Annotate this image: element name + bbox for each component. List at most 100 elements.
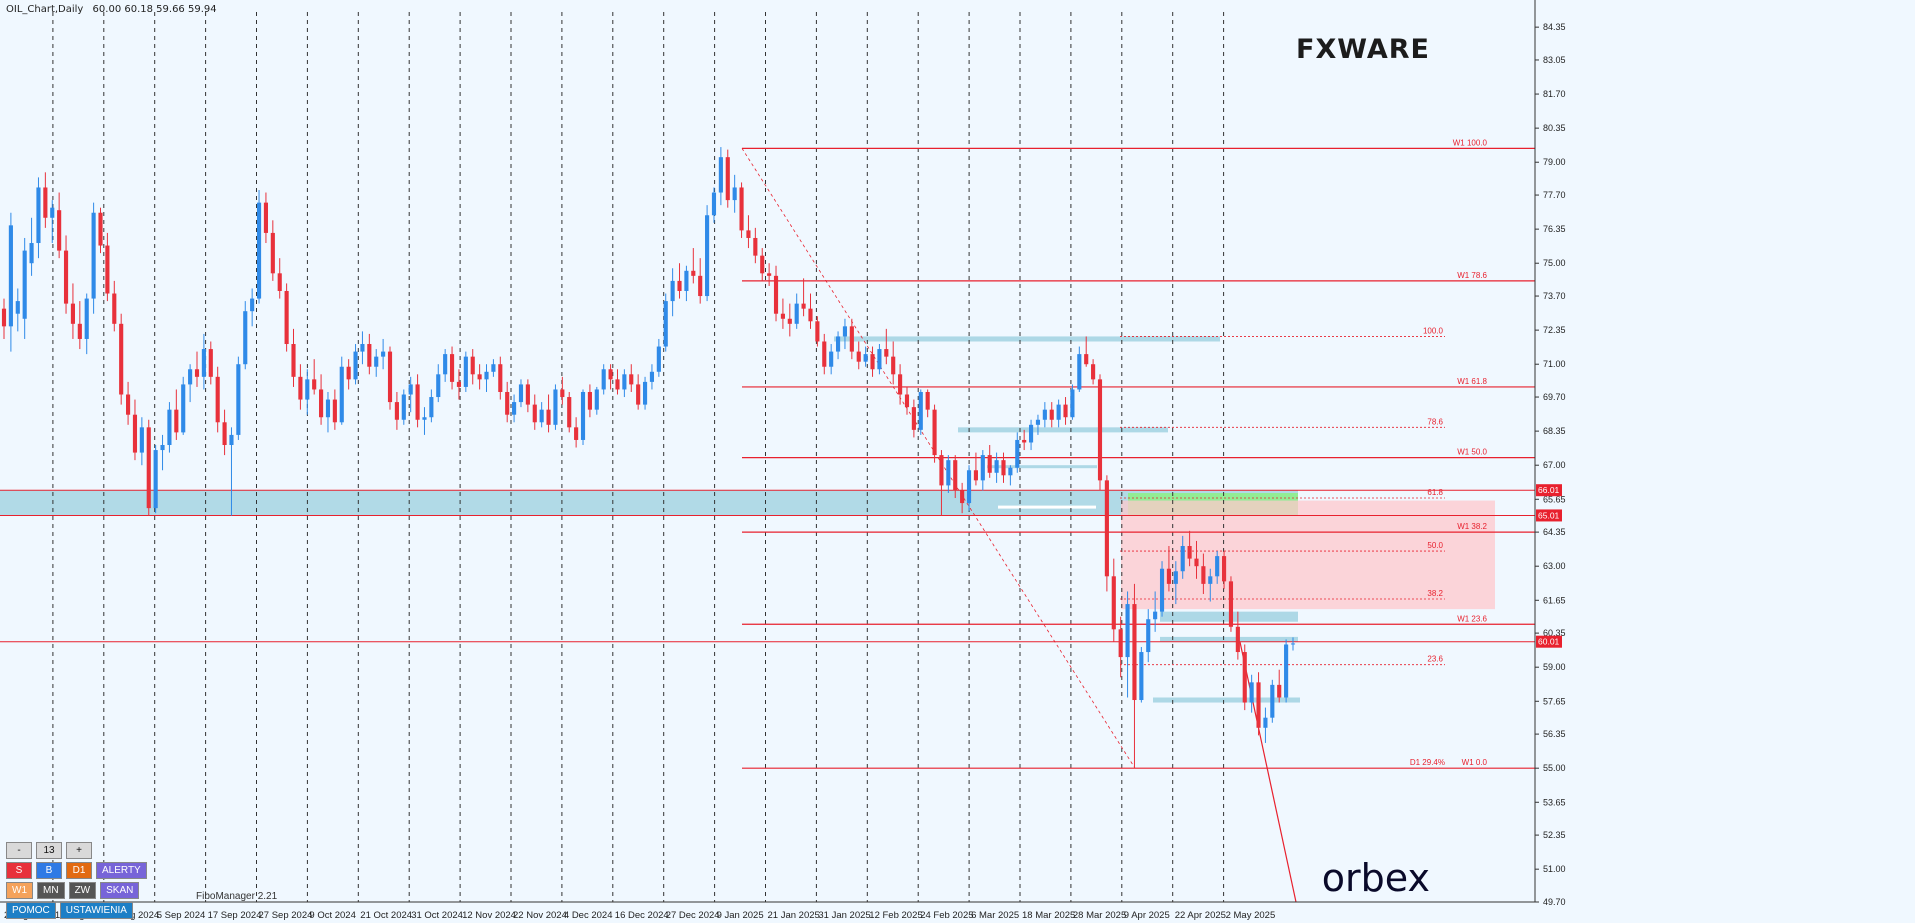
- d1-level-label: 78.6: [1427, 417, 1443, 426]
- candle-body: [1091, 364, 1096, 380]
- sell-button[interactable]: S: [6, 862, 32, 879]
- d1-button[interactable]: D1: [66, 862, 92, 879]
- candle-body: [374, 356, 379, 367]
- candle-body: [656, 346, 661, 372]
- settings-button[interactable]: USTAWIENIA: [59, 902, 133, 919]
- trendline: [1239, 641, 1297, 903]
- candle-body: [829, 351, 834, 367]
- candle-body: [505, 391, 510, 415]
- level-box: [1160, 636, 1298, 642]
- chart-header: OIL_Chart,Daily 60.00 60.18 59.66 59.94: [6, 4, 223, 15]
- fxware-logo: FXWARE: [1296, 34, 1430, 65]
- candle-body: [1290, 643, 1296, 645]
- price-tag-label: 60.01: [1538, 637, 1560, 647]
- candle-body: [884, 349, 889, 357]
- zw-button[interactable]: ZW: [68, 882, 97, 899]
- candle-body: [801, 303, 806, 309]
- d1-level-label: 61.8: [1427, 488, 1443, 497]
- candle-body: [904, 394, 910, 408]
- zones-layer: [0, 336, 1495, 703]
- x-tick-label: 6 Mar 2025: [971, 910, 1019, 921]
- candle-body: [525, 384, 530, 405]
- candle-body: [753, 237, 758, 256]
- symbol-label: OIL_Chart,Daily: [6, 4, 84, 15]
- candle-body: [50, 207, 55, 218]
- x-tick-label: 9 Apr 2025: [1124, 910, 1170, 921]
- candle-body: [539, 409, 544, 423]
- candle-body: [112, 293, 117, 324]
- candle-body: [456, 381, 462, 387]
- candle-body: [1173, 571, 1178, 584]
- y-tick-label: 52.35: [1543, 830, 1566, 840]
- candle-body: [642, 381, 648, 405]
- fib-level-label: W1 23.6: [1457, 614, 1487, 623]
- candle-body: [188, 369, 193, 385]
- level-box: [998, 505, 1096, 509]
- candle-body: [863, 354, 868, 362]
- candle-body: [808, 308, 813, 322]
- candle-body: [698, 275, 703, 297]
- fib-level-label: W1 78.6: [1457, 271, 1487, 280]
- candle-body: [622, 374, 627, 390]
- help-button[interactable]: POMOC: [6, 902, 56, 919]
- candle-body: [822, 341, 827, 367]
- candle-body: [1215, 556, 1220, 577]
- y-tick-label: 49.70: [1543, 897, 1566, 907]
- candle-body: [1042, 409, 1047, 420]
- candle-body: [663, 301, 668, 347]
- w1-button[interactable]: W1: [6, 882, 33, 899]
- fib-trendline: [741, 148, 1136, 769]
- price-tag: [1536, 509, 1562, 522]
- candle-body: [898, 374, 903, 395]
- candle-body: [1208, 576, 1213, 584]
- candle-body: [842, 326, 848, 337]
- zoom-out-button[interactable]: -: [6, 842, 32, 859]
- candle-body: [739, 187, 744, 231]
- y-tick-label: 80.35: [1543, 123, 1566, 133]
- candle-body: [670, 280, 675, 302]
- candle-body: [22, 250, 27, 319]
- candle-body: [119, 323, 124, 395]
- scan-button[interactable]: SKAN: [100, 882, 140, 899]
- y-tick-label: 67.00: [1543, 460, 1566, 470]
- alerts-button[interactable]: ALERTY: [96, 862, 147, 879]
- candle-body: [229, 434, 234, 446]
- candle-body: [1077, 354, 1082, 390]
- candle-body: [208, 349, 213, 377]
- x-tick-label: 17 Sep 2024: [208, 910, 262, 921]
- candle-body: [215, 376, 220, 423]
- zoom-in-button[interactable]: +: [66, 842, 92, 859]
- candle-body: [332, 399, 337, 423]
- x-tick-label: 12 Feb 2025: [869, 910, 922, 921]
- candle-body: [1277, 684, 1282, 698]
- y-tick-label: 63.00: [1543, 561, 1566, 571]
- fib-level-label: D1 29.4%: [1410, 758, 1445, 767]
- y-tick-label: 79.00: [1543, 157, 1566, 167]
- x-tick-label: 12 Nov 2024: [462, 910, 516, 921]
- candle-body: [1028, 424, 1034, 443]
- x-tick-label: 4 Dec 2024: [564, 910, 613, 921]
- candle-body: [98, 212, 103, 246]
- y-tick-label: 56.35: [1543, 729, 1566, 739]
- candle-body: [773, 275, 779, 314]
- candle-body: [1008, 467, 1013, 476]
- y-tick-label: 75.00: [1543, 258, 1566, 268]
- indicator-label: FiboManager 2.21: [196, 891, 278, 902]
- buy-button[interactable]: B: [36, 862, 62, 879]
- candle-body: [491, 364, 496, 372]
- candle-body: [932, 409, 937, 456]
- control-row-3: POMOC USTAWIENIA: [6, 902, 147, 919]
- mn-button[interactable]: MN: [37, 882, 65, 899]
- candle-body: [973, 470, 978, 481]
- candle-body: [70, 303, 75, 324]
- fib-level-label: W1 61.8: [1457, 377, 1487, 386]
- d1-level-label: 50.0: [1427, 541, 1443, 550]
- y-tick-label: 76.35: [1543, 224, 1566, 234]
- y-tick-label: 83.05: [1543, 55, 1566, 65]
- candle-body: [994, 460, 999, 473]
- control-row-1: S B D1 ALERTY: [6, 862, 147, 879]
- candle-body: [512, 402, 517, 415]
- candle-body: [553, 389, 558, 425]
- zoom-row: - 13 +: [6, 842, 147, 859]
